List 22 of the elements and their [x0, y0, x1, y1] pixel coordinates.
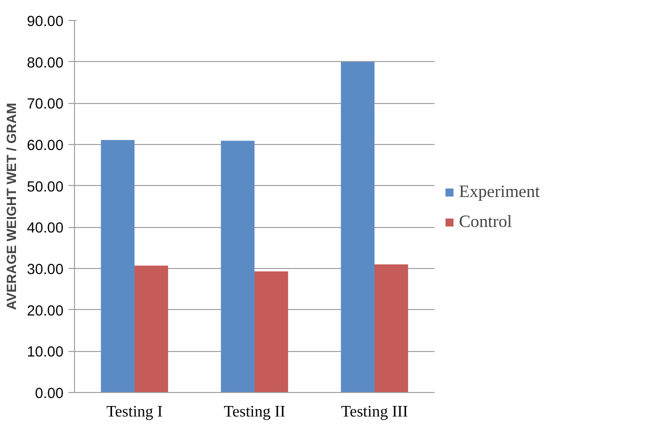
y-tick-label: 50.00 — [26, 179, 64, 196]
y-axis-title: AVERAGE WEIGHT WET / GRAM — [4, 102, 19, 310]
y-tick-label: 80.00 — [26, 55, 64, 72]
bar — [254, 271, 288, 392]
y-tick-label: 0.00 — [34, 386, 64, 402]
bar — [220, 140, 254, 392]
bar — [134, 266, 168, 392]
x-tick-label: Testing II — [224, 404, 286, 420]
y-tick-label: 20.00 — [26, 303, 64, 320]
y-tick-label: 40.00 — [26, 220, 64, 237]
y-tick-label: 10.00 — [26, 344, 64, 361]
y-tick-label: 70.00 — [26, 96, 64, 113]
bar — [340, 62, 374, 392]
x-tick-label: Testing III — [341, 404, 408, 420]
x-tick-label: Testing I — [106, 404, 163, 420]
legend-label: Control — [459, 212, 512, 232]
y-tick-label: 30.00 — [26, 262, 64, 278]
y-tick-label: 60.00 — [26, 138, 64, 154]
y-tick-label: 90.00 — [26, 14, 64, 30]
bar — [100, 140, 134, 392]
bar — [374, 264, 408, 392]
legend-label: Experiment — [459, 182, 540, 202]
